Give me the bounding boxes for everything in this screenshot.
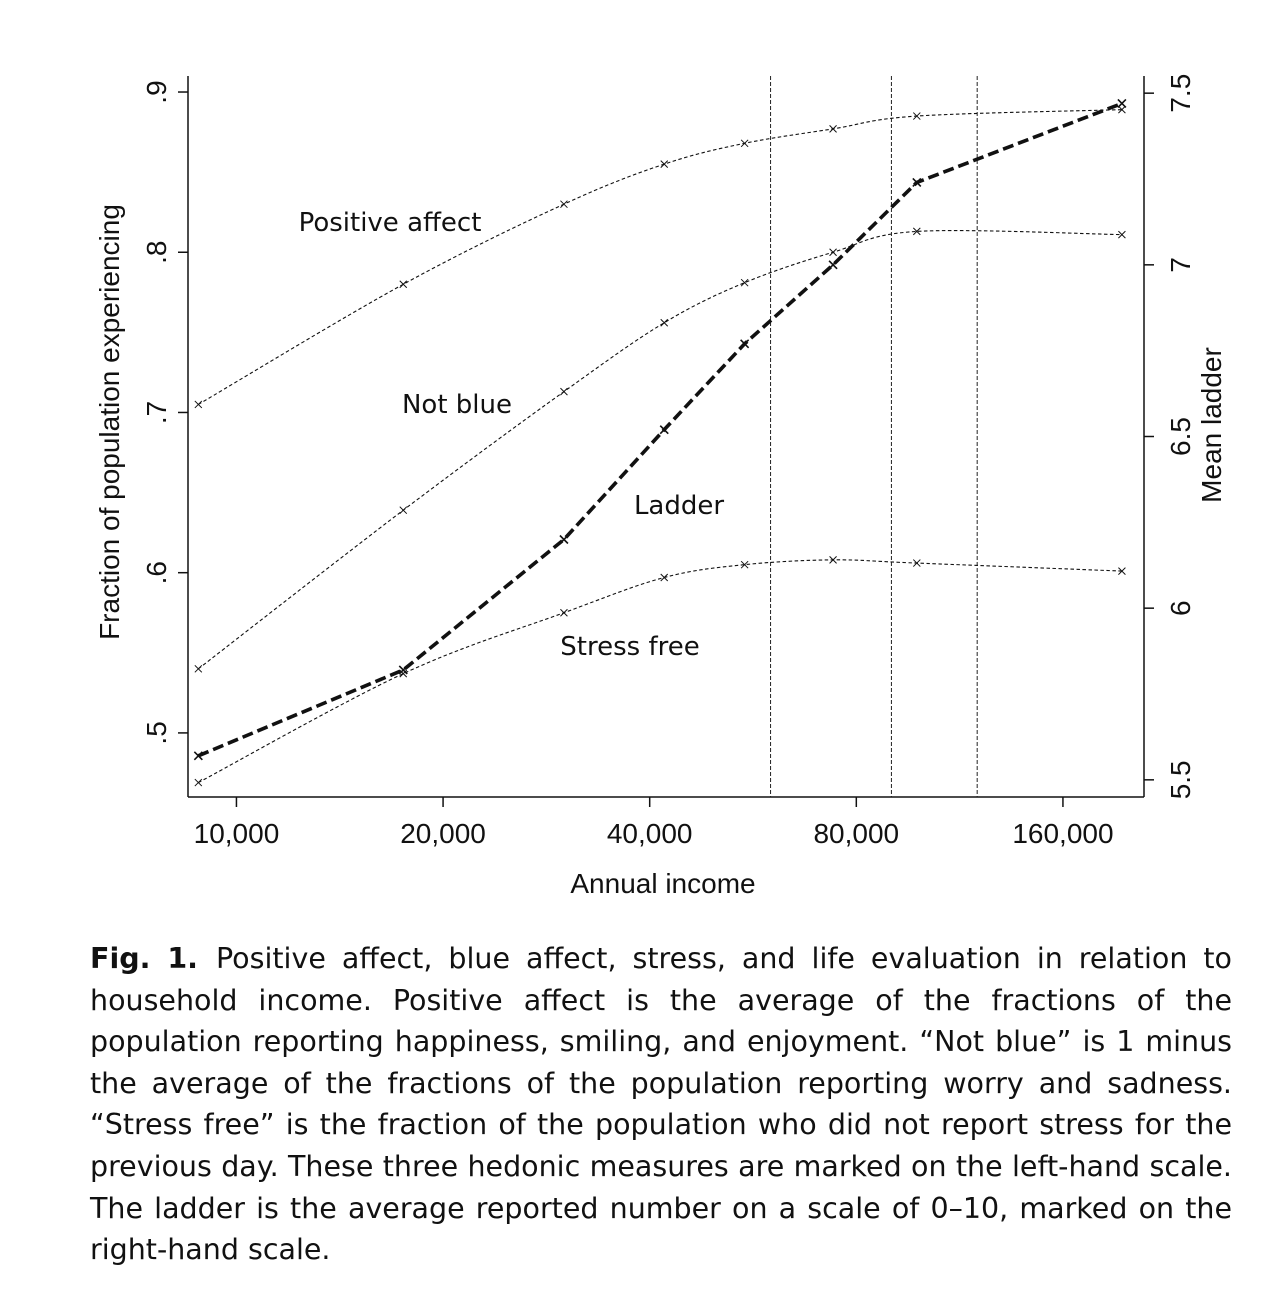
data-point-stress-free bbox=[399, 669, 408, 678]
data-point-not-blue bbox=[660, 318, 669, 327]
x-tick-label: 20,000 bbox=[400, 818, 486, 849]
right-y-tick-label: 7.5 bbox=[1165, 74, 1196, 113]
series-line-not-blue bbox=[198, 230, 1122, 670]
data-point-positive-affect bbox=[660, 160, 669, 168]
x-tick-label: 160,000 bbox=[1012, 818, 1113, 849]
data-point-ladder bbox=[659, 425, 669, 435]
data-point-stress-free bbox=[660, 573, 669, 582]
x-axis-title: Annual income bbox=[570, 868, 755, 899]
data-point-not-blue bbox=[1118, 230, 1126, 239]
data-point-ladder bbox=[740, 339, 750, 349]
data-point-positive-affect bbox=[740, 139, 749, 148]
right-y-tick-label: 6.5 bbox=[1165, 417, 1196, 456]
x-axis-ticks: 10,000 20,000 40,000 80,000 160,000 bbox=[194, 797, 1114, 849]
left-y-tick-label: .5 bbox=[141, 721, 172, 744]
series-line-ladder bbox=[197, 101, 1123, 758]
left-y-axis-title: Fraction of population experiencing bbox=[94, 204, 125, 640]
data-point-ladder bbox=[398, 665, 408, 675]
left-y-tick-label: .9 bbox=[141, 80, 172, 103]
series-layer bbox=[193, 98, 1127, 787]
plot-area bbox=[187, 76, 1145, 798]
right-y-tick-label: 5.5 bbox=[1165, 760, 1196, 799]
right-y-tick-label: 6 bbox=[1165, 600, 1196, 616]
left-y-axis-ticks: .5 .6 .7 .8 .9 bbox=[141, 80, 188, 745]
series-label-ladder: Ladder bbox=[634, 491, 724, 521]
data-point-positive-affect bbox=[194, 400, 203, 409]
data-point-stress-free bbox=[829, 556, 837, 564]
data-point-not-blue bbox=[399, 506, 408, 515]
series-label-not-blue: Not blue bbox=[402, 390, 512, 420]
data-point-ladder bbox=[193, 751, 203, 761]
right-y-axis-ticks: 5.5 6 6.5 7 7.5 bbox=[1144, 74, 1196, 799]
data-point-positive-affect bbox=[399, 280, 408, 289]
left-y-tick-label: .8 bbox=[141, 241, 172, 264]
data-point-positive-affect bbox=[829, 125, 837, 133]
data-point-stress-free bbox=[194, 778, 203, 787]
data-point-not-blue bbox=[194, 664, 203, 673]
data-point-ladder bbox=[912, 177, 922, 187]
data-point-ladder bbox=[1117, 98, 1127, 109]
data-point-not-blue bbox=[912, 227, 921, 236]
data-point-not-blue bbox=[560, 387, 568, 396]
income-wellbeing-chart: 10,000 20,000 40,000 80,000 160,000 .5 .6 .7 .8… bbox=[94, 74, 1227, 899]
data-point-ladder bbox=[828, 260, 838, 270]
data-point-stress-free bbox=[912, 559, 921, 567]
data-point-positive-affect bbox=[560, 200, 568, 209]
series-line-stress-free bbox=[198, 559, 1122, 784]
right-y-tick-label: 7 bbox=[1165, 257, 1196, 273]
data-point-stress-free bbox=[560, 608, 568, 617]
figure-caption-text: Positive affect, blue affect, stress, an… bbox=[90, 942, 1232, 1267]
data-point-stress-free bbox=[1118, 567, 1126, 575]
x-tick-label: 40,000 bbox=[607, 818, 693, 849]
x-tick-label: 80,000 bbox=[813, 818, 899, 849]
series-line-positive-affect bbox=[198, 109, 1122, 405]
vertical-reference-lines bbox=[770, 76, 978, 797]
data-point-not-blue bbox=[829, 248, 837, 257]
data-point-positive-affect bbox=[1118, 105, 1126, 114]
x-tick-label: 10,000 bbox=[194, 818, 280, 849]
data-point-positive-affect bbox=[912, 112, 921, 120]
figure-caption-label: Fig. 1. bbox=[90, 942, 198, 975]
right-y-axis-title: Mean ladder bbox=[1196, 347, 1227, 503]
data-point-ladder bbox=[559, 534, 569, 545]
series-label-stress-free: Stress free bbox=[560, 632, 699, 662]
figure-caption: Fig. 1. Positive affect, blue affect, str… bbox=[90, 938, 1232, 1271]
series-label-positive-affect: Positive affect bbox=[299, 208, 482, 238]
data-point-stress-free bbox=[740, 560, 749, 569]
left-y-tick-label: .6 bbox=[141, 561, 172, 584]
data-point-not-blue bbox=[740, 278, 749, 287]
left-y-tick-label: .7 bbox=[141, 401, 172, 424]
